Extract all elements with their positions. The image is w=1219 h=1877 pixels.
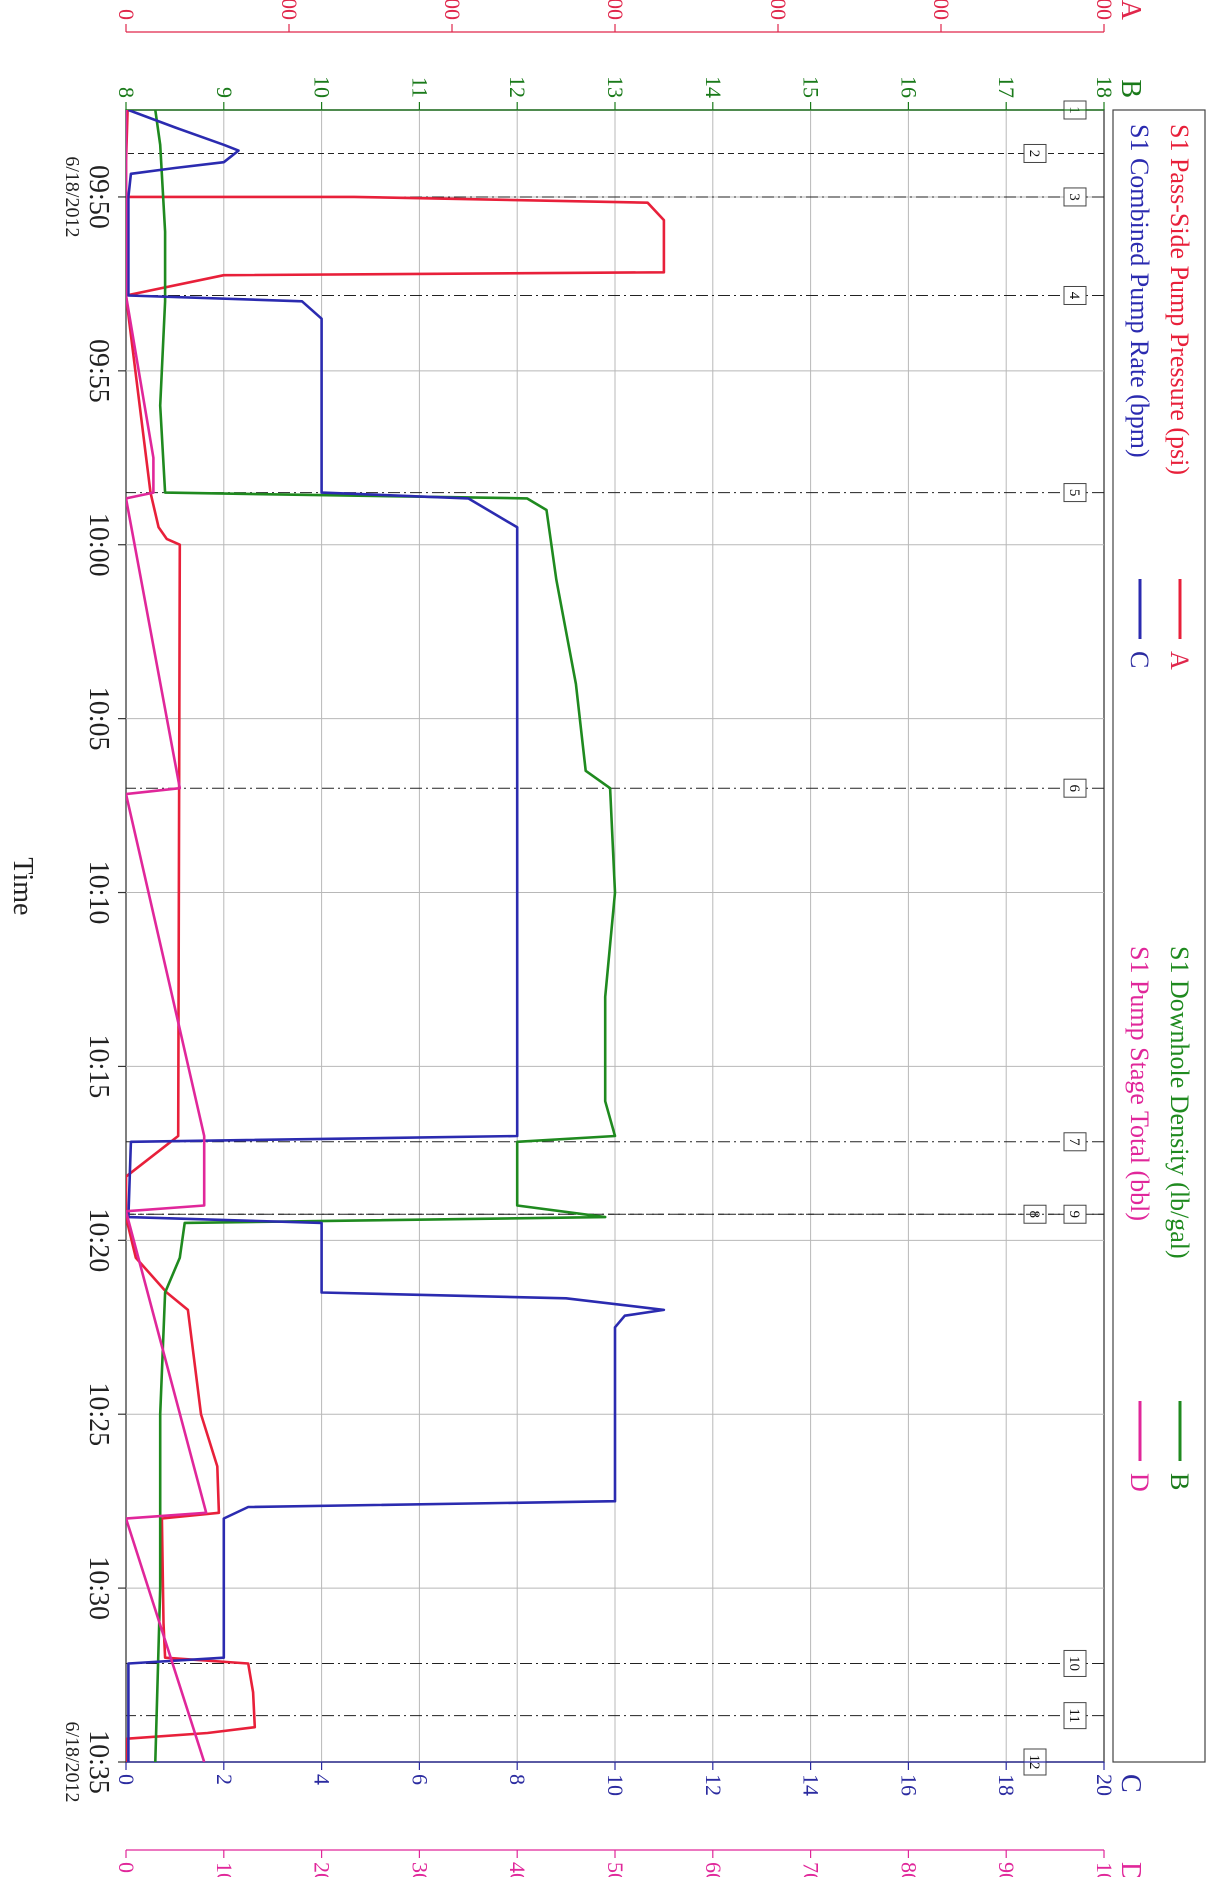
event-marker-label: 11 [1066,1708,1082,1722]
event-marker-label: 6 [1066,784,1082,792]
axis-tick-label-c: 16 [896,1774,921,1796]
event-marker-label: 3 [1066,193,1082,201]
axis-tick-label-b: 9 [212,87,237,98]
event-marker-label: 2 [1026,150,1042,158]
event-marker-label: 7 [1066,1138,1082,1146]
event-marker-box [1023,143,1047,163]
x-axis-tick-label: 10:15 [83,1035,114,1099]
axis-tick-label-a: 0 [114,9,139,20]
axis-tick-label-b: 10 [310,76,335,98]
legend-box [1112,109,1206,1763]
axis-letter-d: D [1115,1862,1146,1877]
series-line-4 [126,110,208,1762]
axis-letter-c: C [1115,1774,1146,1793]
axis-tick-label-d: 1000 [1092,1862,1117,1877]
event-marker-box [1063,778,1087,798]
axis-tick-label-a: 2000 [440,0,465,20]
legend-entry-axis-letter: A [1165,651,1194,670]
x-axis-tick-label: 10:35 [83,1730,114,1794]
event-marker-box [1063,1702,1087,1730]
x-axis-tick-label: 10:00 [83,513,114,577]
event-marker-label: 5 [1066,489,1082,497]
event-marker-box [1063,483,1087,503]
axis-tick-label-a: 5000 [929,0,954,20]
axis-tick-label-c: 2 [212,1774,237,1785]
series-lines [126,110,666,1762]
axis-tick-label-b: 18 [1092,76,1117,98]
axis-tick-label-c: 14 [799,1774,824,1796]
axis-tick-label-c: 0 [114,1774,139,1785]
axis-tick-label-b: 15 [799,76,824,98]
legend-entry-label: S1 Combined Pump Rate (bpm) [1125,124,1154,458]
axis-tick-label-c: 12 [701,1774,726,1796]
x-axis-tick-label: 09:55 [83,339,114,403]
axis-tick-label-c: 4 [310,1774,335,1785]
legend-entry-axis-letter: C [1125,651,1154,668]
axis-tick-label-d: 300 [407,1862,432,1877]
axis-tick-label-d: 500 [603,1862,628,1877]
axes: 89101112131415161718B0100020003000400050… [83,0,1146,1877]
x-axis-tick-label: 10:05 [83,687,114,751]
x-axis-tick-label: 10:30 [83,1556,114,1620]
axis-tick-label-c: 6 [407,1774,432,1785]
series-line-2 [154,110,617,1762]
axis-tick-label-c: 18 [994,1774,1019,1796]
event-marker-box [1063,1649,1087,1677]
x-axis-title: Time [7,857,38,915]
axis-letter-b: B [1115,79,1146,98]
event-marker-box [1063,1204,1087,1224]
legend-entry-label: S1 Downhole Density (lb/gal) [1165,946,1194,1259]
axis-tick-label-b: 17 [994,76,1019,98]
event-marker-label: 9 [1066,1210,1082,1218]
axis-tick-label-a: 3000 [603,0,628,20]
grid-lines [126,110,1104,1762]
axis-tick-label-d: 800 [896,1862,921,1877]
axis-tick-label-b: 16 [896,76,921,98]
series-line-1 [126,110,666,1762]
axis-tick-label-b: 12 [505,76,530,98]
axis-tick-label-a: 1000 [277,0,302,20]
axis-tick-label-a: 4000 [766,0,791,20]
event-marker-label: 4 [1066,292,1082,300]
axis-tick-label-d: 900 [994,1862,1019,1877]
event-marker-box [1063,1132,1087,1152]
axis-tick-label-b: 14 [701,76,726,98]
series-line-3 [127,110,666,1762]
event-marker-box [1063,285,1087,305]
x-axis-tick-label: 09:50 [83,165,114,229]
legend-entry-axis-letter: D [1125,1473,1154,1492]
axis-tick-label-b: 11 [407,77,432,98]
axis-tick-label-b: 8 [114,87,139,98]
axis-tick-label-b: 13 [603,76,628,98]
axis-tick-label-c: 8 [505,1774,530,1785]
axis-tick-label-d: 600 [701,1862,726,1877]
axis-tick-label-d: 400 [505,1862,530,1877]
legend-entry-label: S1 Pump Stage Total (bbl) [1125,946,1154,1221]
axis-tick-label-d: 100 [212,1862,237,1877]
legend-entry-axis-letter: B [1165,1473,1194,1490]
axis-tick-label-d: 700 [799,1862,824,1877]
axis-tick-label-d: 200 [310,1862,335,1877]
axis-tick-label-c: 20 [1092,1774,1117,1796]
axis-tick-label-a: 6000 [1092,0,1117,20]
x-axis-tick-label: 10:25 [83,1382,114,1446]
x-axis-tick-label: 10:10 [83,861,114,925]
x-axis-end-date: 6/18/2012 [61,1721,83,1802]
legend: S1 Pass-Side Pump Pressure (psi) A S1 Comb… [1112,109,1206,1763]
axis-letter-a: A [1115,0,1146,21]
event-marker-box [1063,187,1087,207]
axis-tick-label-d: 0 [114,1862,139,1873]
x-axis-tick-label: 10:20 [83,1208,114,1272]
legend-entry-label: S1 Pass-Side Pump Pressure (psi) [1165,124,1194,475]
x-axis-start-date: 6/18/2012 [61,156,83,237]
event-marker-label: 10 [1066,1656,1082,1671]
axis-tick-label-c: 10 [603,1774,628,1796]
